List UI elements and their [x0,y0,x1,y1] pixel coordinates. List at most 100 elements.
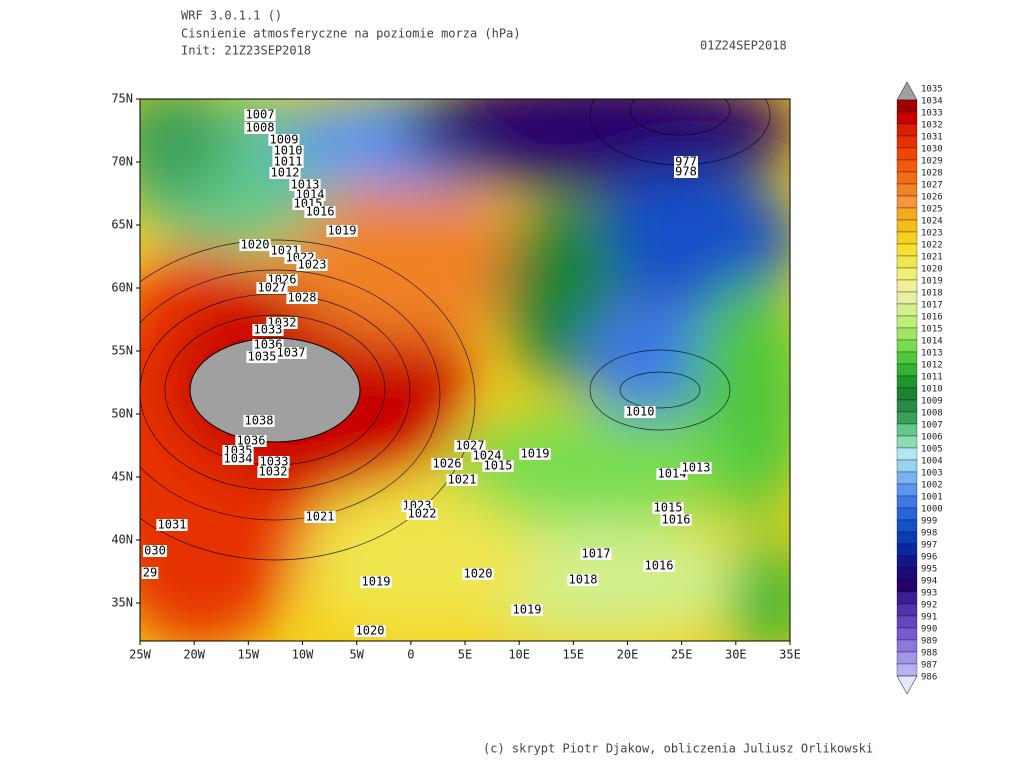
contour-label-bg [268,134,300,146]
contour-label-bg [446,474,478,486]
colorbar-swatch [896,387,918,401]
contour-label-bg [406,508,438,520]
colorbar-swatch [896,459,918,473]
contour-label: 1021 [306,510,335,524]
contour-label-bg [275,347,307,359]
colorbar-label: 1006 [921,433,943,443]
colorbar-label: 987 [921,661,937,671]
contour-label: 1015 [654,501,683,515]
colorbar-label: 1032 [921,121,943,131]
contour-label: 1036 [254,338,283,352]
colorbar-swatch [896,243,918,257]
contour-label-bg [567,574,599,586]
colorbar-swatch [896,231,918,245]
lat-label: 40N [111,533,133,547]
colorbar-swatch [896,603,918,617]
contour-label-bg [482,460,514,472]
colorbar-label: 990 [921,625,937,635]
lon-label: 20E [617,648,639,662]
contour-label: 1028 [288,291,317,305]
colorbar-label: 1008 [921,409,943,419]
colorbar-label: 1028 [921,169,943,179]
contour-label-bg [243,415,275,427]
colorbar-swatch [896,423,918,437]
colorbar-label: 993 [921,589,937,599]
colorbar-label: 1015 [921,325,943,335]
contour-label-bg [511,604,543,616]
colorbar-swatch [896,531,918,545]
contour-label-bg [286,292,318,304]
colorbar-label: 1004 [921,457,943,467]
contour-label-bg [235,435,267,447]
lon-label: 35E [779,648,801,662]
colorbar-swatch [896,363,918,377]
lat-label: 45N [111,470,133,484]
colorbar-label: 994 [921,577,937,587]
contour-label-bg [269,167,301,179]
contour-label: 1032 [259,465,288,479]
colorbar-label: 1030 [921,145,943,155]
colorbar-swatch [896,111,918,125]
lat-label: 70N [111,155,133,169]
colorbar-swatch [896,99,918,113]
contour-label: 977 [675,155,697,169]
contour-label-bg [304,206,336,218]
contour-label: 1008 [246,121,275,135]
contour-label: 1016 [306,205,335,219]
contour-label: 1031 [158,518,187,532]
colorbar-swatch [896,315,918,329]
colorbar-label: 1034 [921,97,943,107]
footer: (c) skrypt Piotr Djakow, obliczenia Juli… [483,742,873,756]
contour-label: 1022 [408,507,437,521]
contour-label: 1011 [274,155,303,169]
colorbar-label: 1000 [921,505,943,515]
contour-label-bg [462,568,494,580]
contour-label-bg [431,458,463,470]
colorbar-label: 1029 [921,157,943,167]
lon-label: 15E [562,648,584,662]
colorbar-swatch [896,507,918,521]
colorbar-label: 1026 [921,193,943,203]
lon-label: 10E [508,648,530,662]
contour-label: 1037 [277,346,306,360]
colorbar-label: 991 [921,613,937,623]
contour-label: 1027 [258,281,287,295]
contour-label-bg [246,351,278,363]
colorbar-label: 1002 [921,481,943,491]
lat-label: 65N [111,218,133,232]
colorbar-label: 1022 [921,241,943,251]
colorbar-swatch [896,411,918,425]
contour-label: 1034 [224,452,253,466]
colorbar-label: 1012 [921,361,943,371]
contour-label-bg [239,239,271,251]
colorbar-label: 989 [921,637,937,647]
contour-label-bg [289,179,321,191]
lat-label: 35N [111,596,133,610]
colorbar-label: 997 [921,541,937,551]
colorbar-swatch [896,567,918,581]
contour-label: 1015 [484,459,513,473]
colorbar-label: 1031 [921,133,943,143]
colorbar-swatch [896,159,918,173]
lon-label: 0 [407,648,414,662]
contour-label-bg [222,453,254,465]
contour-label-bg [354,625,386,637]
colorbar-cap [896,675,918,695]
contour-label: 1023 [298,258,327,272]
contour-label-bg [454,440,486,452]
contour-label: 1036 [237,434,266,448]
lon-label: 10W [292,648,314,662]
colorbar-swatch [896,375,918,389]
colorbar: 1035 1034 1033 1032 1031 1030 1029 1028 1027 1026… [896,81,943,695]
contour-label: 1020 [464,567,493,581]
contour-label-bg [660,514,692,526]
colorbar-swatch [896,615,918,629]
contour-label-bg [643,560,675,572]
contour-label: 1016 [662,513,691,527]
colorbar-label: 1021 [921,253,943,263]
contour-label: 1024 [473,449,502,463]
colorbar-swatch [896,483,918,497]
contour-label: 1017 [582,547,611,561]
colorbar-cap [896,81,918,101]
colorbar-swatch [896,555,918,569]
